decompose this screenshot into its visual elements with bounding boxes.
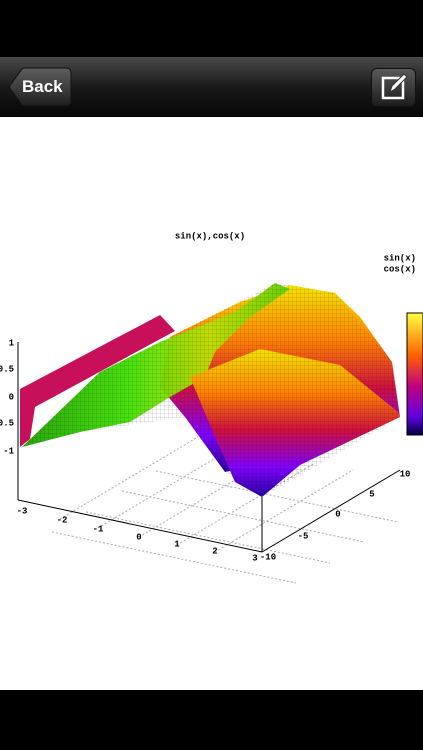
legend-entry: sin(x) (384, 253, 416, 263)
x-tick-label: 1 (174, 539, 180, 549)
back-button[interactable] (8, 67, 72, 107)
z-tick-label: 0.5 (0, 364, 14, 374)
y-tick-label: 0 (335, 509, 340, 519)
colorbar (406, 312, 423, 436)
legend-entry: cos(x) (384, 264, 416, 274)
z-tick-label: 1 (9, 338, 15, 348)
mesh-overlay (22, 283, 400, 497)
back-label[interactable]: Back (22, 77, 63, 96)
x-tick-label: 3 (252, 553, 257, 563)
base-grid (51, 436, 399, 584)
y-tick-label: -10 (260, 552, 276, 562)
y-tick-label: 10 (400, 469, 411, 479)
x-tick-label: -3 (17, 506, 28, 516)
z-tick-label: -0.5 (0, 418, 14, 428)
plot-title: sin(x),cos(x) (175, 231, 245, 241)
z-tick-label: -1 (3, 446, 14, 456)
x-tick-label: 0 (136, 532, 141, 542)
sin-surface-back (20, 315, 175, 447)
edit-icon (381, 73, 408, 100)
plot: sin(x),cos(x) sin(x)cos(x) 1 0.5 0 -0.5 -1 -3 -2… (0, 231, 423, 584)
z-tick-label: 0 (9, 392, 14, 402)
x-tick-label: -2 (57, 515, 68, 525)
y-tick-label: 5 (369, 489, 374, 499)
axes (17, 342, 401, 553)
y-tick-label: -5 (298, 531, 309, 541)
x-tick-label: -1 (93, 524, 104, 534)
edit-button[interactable] (371, 68, 416, 107)
x-tick-label: 2 (212, 546, 217, 556)
